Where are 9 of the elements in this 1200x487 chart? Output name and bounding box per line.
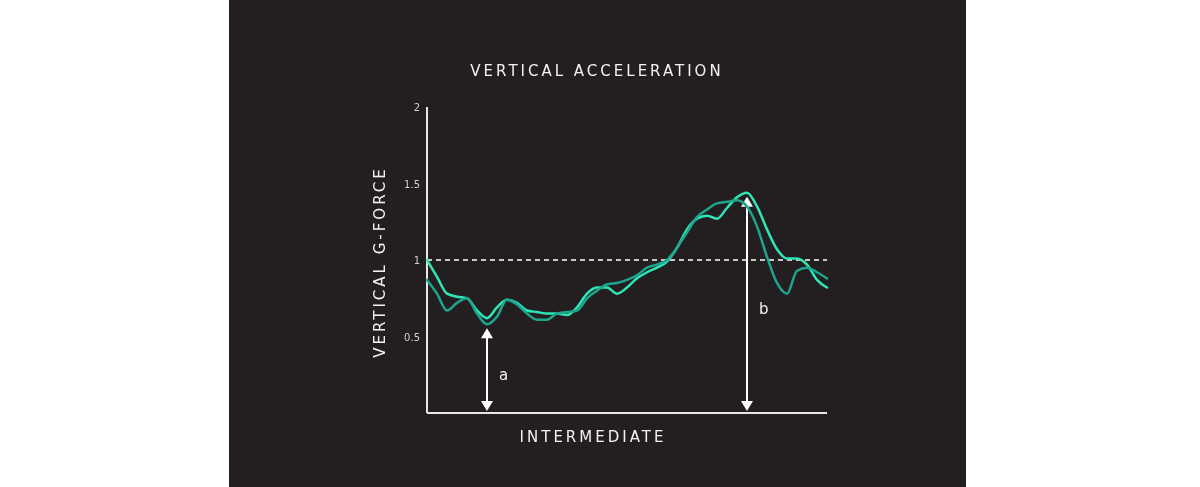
y-axis-title: VERTICAL G-FORCE	[371, 166, 389, 358]
y-tick-label: 1	[413, 255, 420, 266]
y-tick-label: 1.5	[404, 178, 420, 190]
annotation: b	[759, 299, 769, 318]
chart-title: VERTICAL ACCELERATION	[470, 62, 724, 80]
annotation: a	[499, 365, 509, 384]
y-tick-label: 0.5	[404, 331, 420, 343]
y-tick-label: 2	[413, 102, 420, 113]
x-axis-title: INTERMEDIATE	[519, 428, 667, 446]
